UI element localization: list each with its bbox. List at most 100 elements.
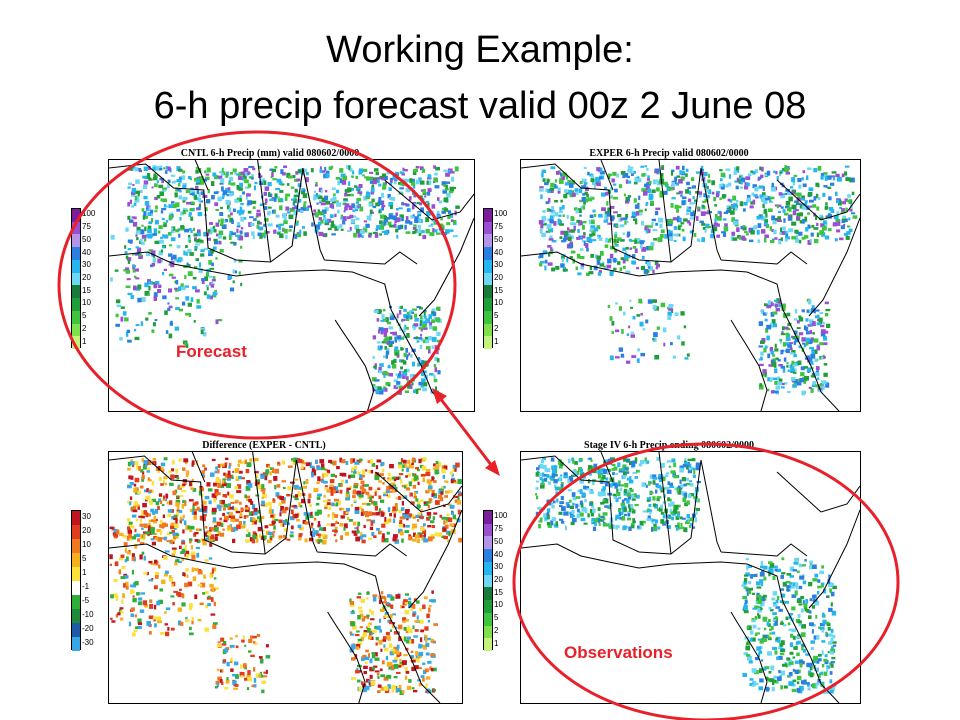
legend-swatch — [484, 234, 492, 248]
legend-swatch — [484, 209, 492, 222]
legend-swatch — [484, 600, 492, 614]
legend-swatch — [484, 259, 492, 273]
legend-swatch — [72, 247, 80, 261]
legend-swatch — [484, 247, 492, 261]
legend-label: 20 — [82, 273, 91, 282]
legend-label: 100 — [494, 511, 508, 521]
legend-swatch — [72, 323, 80, 337]
forecast-label: Forecast — [176, 342, 247, 361]
legend-swatch — [72, 209, 80, 222]
legend-label: -5 — [82, 596, 90, 605]
legend-swatch — [484, 625, 492, 639]
legend-swatch — [72, 581, 80, 595]
slide-title-line1: Working Example: — [326, 29, 634, 71]
map-diff — [108, 451, 463, 704]
precip-field — [109, 457, 462, 695]
legend-label: 40 — [494, 247, 503, 257]
legend-swatch — [72, 298, 80, 312]
legend-label: 5 — [82, 554, 87, 563]
legend-label: 1 — [494, 638, 499, 648]
legend-label: 75 — [82, 222, 91, 232]
legend-swatch — [72, 285, 80, 299]
legend-label: 15 — [494, 587, 503, 597]
legend-label: 15 — [82, 285, 91, 295]
slide-title-line2: 6-h precip forecast valid 00z 2 June 08 — [153, 85, 807, 127]
legend-label: -20 — [82, 624, 94, 633]
legend-swatch — [72, 553, 80, 567]
legend-swatch — [72, 511, 80, 525]
map-canvas — [109, 160, 474, 411]
legend-label: 15 — [494, 285, 503, 295]
legend-label: 40 — [82, 247, 91, 257]
legend-label: 10 — [82, 540, 91, 549]
legend-label: 20 — [494, 273, 503, 282]
legend-swatch — [72, 567, 80, 581]
legend-swatch — [72, 623, 80, 637]
legend-label: 20 — [494, 575, 503, 584]
legend-label: 10 — [494, 298, 503, 308]
observations-label: Observations — [564, 643, 673, 662]
legend-swatch — [72, 234, 80, 248]
legend-label: 40 — [494, 549, 503, 559]
legend-swatch — [484, 561, 492, 575]
state-boundaries — [109, 160, 474, 411]
legend-swatch — [484, 511, 492, 524]
legend-swatch — [484, 272, 492, 286]
diff-legend: 30 20 10 5 1 -1 -5 -10 -20 -30 — [71, 510, 103, 651]
legend-label: 50 — [494, 536, 503, 546]
legend-swatch — [72, 525, 80, 539]
legend-label: 75 — [494, 524, 503, 534]
legend-label: 30 — [82, 512, 91, 521]
legend-swatch — [72, 259, 80, 273]
legend-label: 1 — [82, 336, 87, 346]
legend-label: 1 — [494, 336, 499, 346]
legend-swatch — [484, 310, 492, 324]
state-boundaries — [109, 452, 462, 703]
map-cntl — [108, 159, 475, 412]
legend-label: -1 — [82, 582, 90, 591]
legend-label: 50 — [82, 234, 91, 244]
panel-exper-title: EXPER 6-h Precip valid 080602/0000 — [589, 148, 749, 159]
legend-swatch — [484, 549, 492, 563]
legend-swatch — [484, 298, 492, 312]
panel-cntl: CNTL 6-h Precip (mm) valid 080602/0000 1… — [65, 148, 475, 412]
legend-swatch — [484, 574, 492, 588]
legend-label: 10 — [494, 600, 503, 610]
precip-legend-obs: 100 75 50 40 30 20 15 10 5 2 1 — [483, 510, 515, 652]
precip-legend-cntl: 100 75 50 40 30 20 15 10 5 2 1 — [71, 208, 103, 350]
legend-swatch — [72, 310, 80, 324]
legend-swatch — [484, 336, 492, 350]
legend-label: 30 — [82, 260, 91, 270]
legend-swatch — [484, 587, 492, 601]
legend-swatch — [484, 323, 492, 337]
legend-swatch — [72, 539, 80, 553]
map-obs — [520, 451, 861, 704]
legend-swatch — [484, 612, 492, 626]
legend-swatch — [484, 523, 492, 537]
legend-label: 100 — [494, 209, 508, 219]
legend-label: 30 — [494, 260, 503, 270]
legend-swatch — [72, 272, 80, 286]
legend-label: 50 — [494, 234, 503, 244]
map-canvas — [521, 160, 860, 411]
legend-label: -30 — [82, 638, 94, 647]
legend-swatch — [484, 638, 492, 652]
legend-label: 1 — [82, 568, 87, 577]
legend-swatch — [72, 637, 80, 651]
legend-label: 2 — [494, 625, 499, 635]
legend-label: 20 — [82, 526, 91, 535]
legend-label: 10 — [82, 298, 91, 308]
legend-label: 5 — [494, 613, 499, 623]
state-boundaries — [521, 160, 860, 411]
precip-legend-exper: 100 75 50 40 30 20 15 10 5 2 1 — [483, 208, 515, 350]
panel-diff-title: Difference (EXPER - CNTL) — [202, 440, 326, 451]
legend-label: 30 — [494, 562, 503, 572]
legend-swatch — [72, 221, 80, 235]
legend-swatch — [484, 536, 492, 550]
map-canvas — [521, 452, 860, 703]
legend-label: 75 — [494, 222, 503, 232]
precip-field — [538, 165, 858, 396]
legend-label: -10 — [82, 610, 94, 619]
legend-swatch — [484, 221, 492, 235]
panel-exper: EXPER 6-h Precip valid 080602/0000 100 75… — [477, 148, 861, 412]
